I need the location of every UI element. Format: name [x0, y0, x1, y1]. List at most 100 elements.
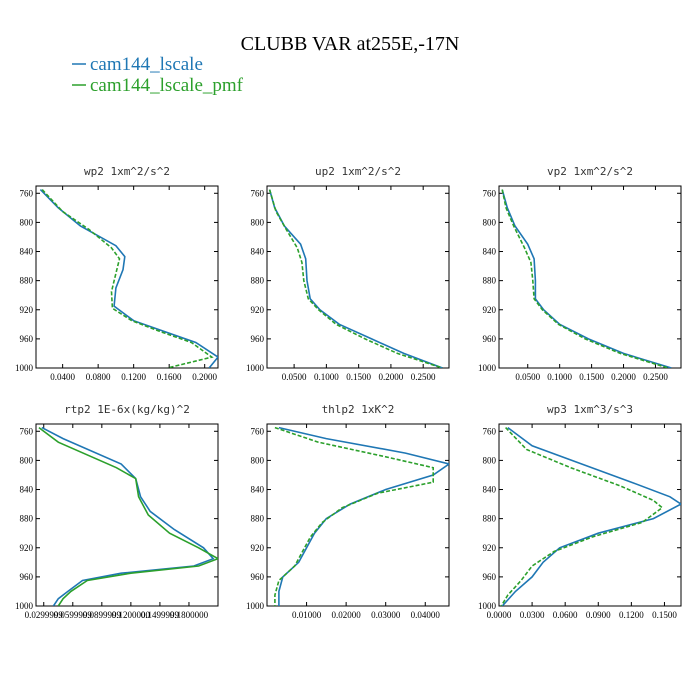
- y-tick-label: 1000: [15, 601, 34, 611]
- legend-label-lscale: cam144_lscale: [90, 54, 203, 75]
- x-tick-label: 0.0599999: [54, 610, 93, 620]
- panel-4: rtp2 1E-6x(kg/kg)^2 760 800 840 880 920 960 100…: [15, 403, 219, 620]
- series-line-lscale: [39, 189, 218, 368]
- y-tick-label: 880: [251, 276, 265, 286]
- series-line-lscale-pmf: [41, 189, 214, 368]
- x-tick-label: 0.0800: [86, 372, 111, 382]
- y-tick-label: 880: [483, 276, 497, 286]
- y-tick-label: 960: [483, 572, 497, 582]
- y-tick-label: 840: [483, 485, 497, 495]
- y-tick-label: 960: [20, 334, 34, 344]
- y-tick-label: 840: [251, 485, 265, 495]
- series-line-lscale: [278, 426, 449, 606]
- x-tick-label: 0.1200: [121, 372, 146, 382]
- x-tick-label: 0.2000: [192, 372, 217, 382]
- series-line-lscale-pmf: [500, 427, 664, 606]
- x-tick-label: 0.2000: [611, 372, 636, 382]
- y-tick-label: 800: [20, 455, 34, 465]
- series-line-lscale-pmf: [38, 426, 218, 606]
- y-tick-label: 760: [251, 188, 265, 198]
- y-tick-label: 1000: [478, 363, 497, 373]
- panel-3: vp2 1xm^2/s^2 760 800 840 880 920 960 1000 0.050…: [478, 165, 682, 382]
- y-tick-label: 800: [251, 455, 265, 465]
- y-tick-label: 960: [20, 572, 34, 582]
- y-tick-label: 960: [251, 572, 265, 582]
- y-tick-label: 1000: [478, 601, 497, 611]
- y-tick-label: 760: [20, 188, 34, 198]
- panel-title: up2 1xm^2/s^2: [315, 165, 401, 178]
- y-tick-label: 800: [483, 217, 497, 227]
- legend-label-lscale-pmf: cam144_lscale_pmf: [90, 75, 244, 96]
- figure-title: CLUBB VAR at255E,-17N: [241, 33, 460, 55]
- y-tick-label: 1000: [246, 601, 265, 611]
- y-tick-label: 800: [20, 217, 34, 227]
- y-tick-label: 840: [483, 247, 497, 257]
- plot-frame: [266, 185, 450, 369]
- y-tick-label: 1000: [246, 363, 265, 373]
- plot-frame: [35, 185, 219, 369]
- x-tick-label: 0.0000: [487, 610, 512, 620]
- x-tick-label: 0.0900: [586, 610, 611, 620]
- x-tick-label: 0.2500: [411, 372, 436, 382]
- x-tick-label: 0.2500: [643, 372, 668, 382]
- x-tick-label: 0.0600: [553, 610, 578, 620]
- series-line-lscale: [268, 189, 443, 368]
- series-line-lscale: [501, 426, 681, 606]
- x-tick-label: 0.0500: [282, 372, 307, 382]
- y-tick-label: 880: [20, 514, 34, 524]
- y-tick-label: 920: [20, 543, 34, 553]
- series-line-lscale: [501, 189, 672, 368]
- y-tick-label: 960: [251, 334, 265, 344]
- x-tick-label: 0.1200000: [112, 610, 151, 620]
- plot-frame: [266, 423, 450, 607]
- panel-title: vp2 1xm^2/s^2: [547, 165, 633, 178]
- y-tick-label: 760: [251, 426, 265, 436]
- panel-6: wp3 1xm^3/s^3 760 800 840 880 920 960 10000.000…: [478, 403, 682, 620]
- series-line-lscale-pmf: [501, 189, 669, 368]
- x-tick-label: 0.1499999: [141, 610, 180, 620]
- x-tick-label: 0.1500: [652, 610, 677, 620]
- x-tick-label: 0.02000: [332, 610, 362, 620]
- series-line-lscale: [41, 426, 215, 606]
- plot-frame: [498, 423, 682, 607]
- panel-title: thlp2 1xK^2: [322, 403, 395, 416]
- panel-5: thlp2 1xK^2 760 800 840 880 920 960 1000 0.01000…: [246, 403, 450, 620]
- x-tick-label: 0.01000: [292, 610, 322, 620]
- x-tick-label: 0.1000: [314, 372, 339, 382]
- y-tick-label: 920: [251, 305, 265, 315]
- x-tick-label: 0.1800000: [170, 610, 209, 620]
- plot-frame: [35, 423, 219, 607]
- legend: cam144_lscale cam144_lscale_pmf: [72, 54, 244, 96]
- panel-title: rtp2 1E-6x(kg/kg)^2: [64, 403, 190, 416]
- y-tick-label: 920: [20, 305, 34, 315]
- panels: wp2 1xm^2/s^2 760 800 840 880 920 960 1000 0.040…: [15, 165, 682, 620]
- y-tick-label: 920: [483, 305, 497, 315]
- y-tick-label: 920: [251, 543, 265, 553]
- x-tick-label: 0.0500: [515, 372, 540, 382]
- x-tick-label: 0.2000: [379, 372, 404, 382]
- x-tick-label: 0.1500: [346, 372, 371, 382]
- panel-1: wp2 1xm^2/s^2 760 800 840 880 920 960 1000 0.040…: [15, 165, 219, 382]
- y-tick-label: 840: [20, 485, 34, 495]
- panel-title: wp2 1xm^2/s^2: [84, 165, 170, 178]
- series-line-lscale-pmf: [268, 189, 443, 368]
- y-tick-label: 880: [20, 276, 34, 286]
- y-tick-label: 1000: [15, 363, 34, 373]
- x-tick-label: 0.1200: [619, 610, 644, 620]
- y-tick-label: 800: [483, 455, 497, 465]
- y-tick-label: 760: [483, 426, 497, 436]
- x-tick-label: 0.1500: [579, 372, 604, 382]
- x-tick-label: 0.03000: [371, 610, 401, 620]
- panel-title: wp3 1xm^3/s^3: [547, 403, 633, 416]
- plot-frame: [498, 185, 682, 369]
- y-tick-label: 760: [20, 426, 34, 436]
- y-tick-label: 840: [20, 247, 34, 257]
- y-tick-label: 880: [483, 514, 497, 524]
- y-tick-label: 960: [483, 334, 497, 344]
- x-tick-label: 0.1600: [157, 372, 182, 382]
- y-tick-label: 840: [251, 247, 265, 257]
- x-tick-label: 0.0899999: [83, 610, 122, 620]
- panel-2: up2 1xm^2/s^2 760 800 840 880 920 960 1000 0.050…: [246, 165, 450, 382]
- x-tick-label: 0.1000: [547, 372, 572, 382]
